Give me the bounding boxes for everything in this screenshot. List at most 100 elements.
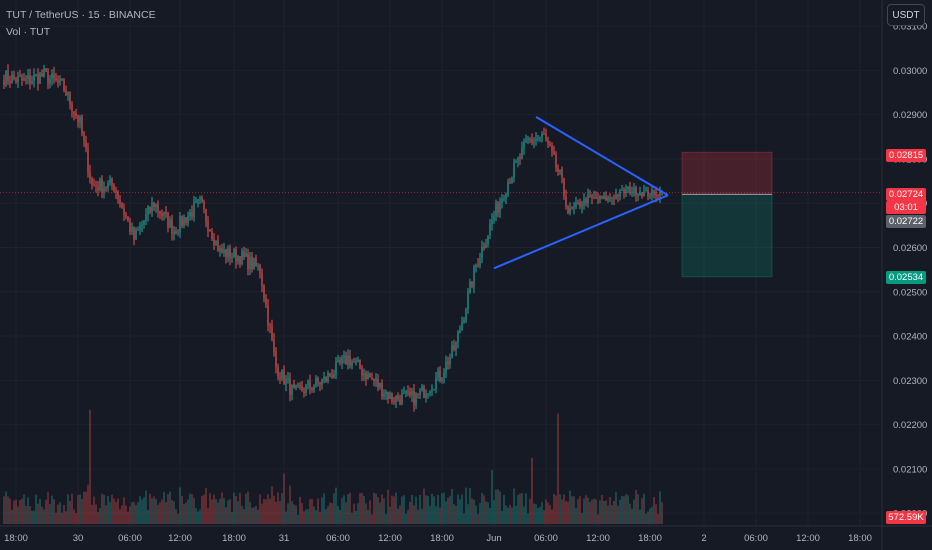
candle-body (385, 391, 387, 394)
candle-body (449, 357, 451, 365)
volume-bar (503, 494, 505, 524)
volume-bar (259, 494, 261, 524)
time-tick-label: 06:00 (534, 533, 558, 544)
candle-body (591, 196, 593, 198)
candle-body (641, 192, 643, 197)
candle-body (105, 187, 107, 189)
candle-body (345, 355, 347, 365)
candle-body (233, 248, 235, 257)
candle-body (615, 194, 617, 199)
candle-body (153, 203, 155, 208)
candle-body (77, 115, 79, 123)
time-tick-label: 12:00 (586, 533, 610, 544)
volume-bar (267, 494, 269, 524)
volume-bar (203, 494, 205, 524)
volume-bar (551, 509, 553, 524)
volume-indicator-label[interactable]: Vol · TUT (6, 26, 51, 38)
volume-bar (475, 505, 477, 524)
candle-body (251, 256, 253, 270)
candle-body (121, 203, 123, 208)
volume-bar (105, 505, 107, 524)
candle-body (195, 201, 197, 203)
triangle-pattern[interactable] (493, 116, 669, 270)
candle-body (501, 198, 503, 203)
candle-body (47, 71, 49, 84)
volume-bar (479, 503, 481, 524)
volume-bar (123, 497, 125, 524)
volume-bar (145, 490, 147, 524)
candle-body (271, 326, 273, 340)
candle-body (143, 220, 145, 225)
volume-bar (109, 502, 111, 524)
time-axis[interactable]: 18:00 30 06:00 12:00 18:00 31 06:00 12:00 18:00 J… (4, 533, 872, 544)
candle-body (15, 78, 17, 83)
take-profit-price-tag: 0.02534 (886, 271, 926, 284)
volume-bar (407, 509, 409, 524)
candle-body (39, 73, 41, 84)
volume-bar (359, 493, 361, 524)
candle-body (159, 210, 161, 214)
volume-bar (421, 508, 423, 524)
candle-body (259, 265, 261, 274)
candle-body (473, 266, 475, 287)
volume-bar (467, 504, 469, 524)
volume-bar (255, 505, 257, 524)
volume-bar (201, 496, 203, 524)
volume-bar (71, 493, 73, 524)
volume-bar (481, 492, 483, 524)
candle-body (299, 384, 301, 387)
candle-body (209, 230, 211, 232)
candle-body (113, 185, 115, 191)
volume-bar (605, 500, 607, 524)
position-tool[interactable] (681, 151, 773, 278)
volume-bar (575, 507, 577, 524)
price-tick-label: 0.03000 (893, 66, 927, 77)
volume-bar (383, 498, 385, 524)
candle-body (469, 281, 471, 293)
volume-bar (209, 493, 211, 524)
candle-body (597, 198, 599, 200)
candle-body (225, 249, 227, 258)
volume-bar (487, 502, 489, 524)
candle-body (215, 240, 217, 246)
symbol-info: TUT / TetherUS · 15 · BINANCE (6, 9, 156, 21)
volume-bar (227, 500, 229, 524)
candle-body (295, 385, 297, 389)
candle-body (351, 361, 353, 366)
candle-body (205, 208, 207, 222)
candle-body (637, 194, 639, 196)
candle-body (321, 379, 323, 385)
volume-bar (21, 498, 23, 524)
time-tick-label: 2 (701, 533, 706, 544)
volume-bar (269, 498, 271, 524)
candle-body (373, 378, 375, 382)
volume-bar (631, 508, 633, 524)
volume-bar (595, 499, 597, 524)
volume-bar (403, 495, 405, 524)
volume-bar (79, 494, 81, 524)
volume-bar (83, 491, 85, 524)
volume-bar (177, 513, 179, 524)
candle-body (487, 235, 489, 245)
candle-body (353, 361, 355, 363)
volume-bar (601, 495, 603, 524)
candle-body (29, 75, 31, 84)
volume-bar (477, 514, 479, 524)
candle-body (599, 195, 601, 200)
candle-body (79, 116, 81, 123)
volume-bar (377, 497, 379, 524)
candle-body (63, 80, 65, 91)
candle-body (495, 203, 497, 217)
candle-body (261, 273, 263, 287)
volume-bar (51, 495, 53, 524)
candle-body (213, 239, 215, 246)
candle-body (165, 211, 167, 214)
price-tick-label: 0.02600 (893, 243, 927, 254)
candle-body (49, 78, 51, 84)
volume-bar (607, 505, 609, 524)
volume-bar (119, 509, 121, 524)
currency-button[interactable]: USDT (887, 4, 925, 26)
volume-bar (169, 491, 171, 524)
time-tick-label: 06:00 (118, 533, 142, 544)
